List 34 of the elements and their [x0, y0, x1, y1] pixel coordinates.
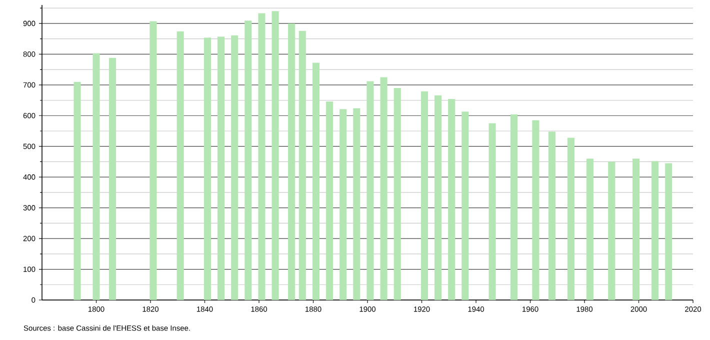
bar	[608, 162, 616, 300]
bar	[326, 101, 334, 300]
bar	[586, 158, 594, 300]
bar	[353, 108, 360, 300]
bar	[652, 161, 659, 300]
bar	[532, 120, 540, 300]
bar	[462, 112, 469, 300]
bar	[366, 81, 374, 300]
bar	[510, 114, 518, 300]
bar	[488, 123, 496, 300]
bar	[394, 88, 401, 300]
bar	[218, 36, 225, 300]
bar	[74, 82, 81, 300]
bar	[632, 158, 640, 300]
bar	[567, 138, 574, 300]
bar	[288, 23, 296, 300]
bar	[231, 35, 238, 300]
bar	[420, 91, 428, 300]
bar	[298, 30, 306, 300]
bar	[176, 31, 184, 300]
bar	[244, 20, 252, 300]
bar	[109, 58, 116, 300]
bar	[380, 77, 388, 300]
bar	[92, 53, 100, 300]
bar	[665, 163, 672, 300]
bar	[272, 11, 279, 300]
bar	[340, 109, 347, 300]
bar	[448, 99, 456, 300]
bar	[258, 13, 266, 300]
bar	[150, 21, 157, 300]
bar	[434, 95, 442, 300]
bar	[312, 62, 320, 300]
bar	[548, 132, 556, 300]
bar	[204, 38, 211, 300]
